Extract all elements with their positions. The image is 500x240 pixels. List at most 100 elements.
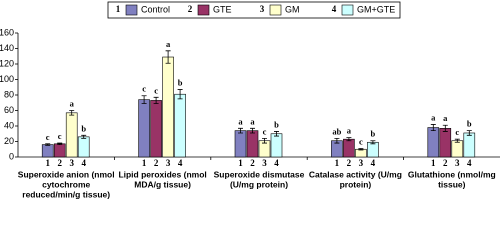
significance-letter: b: [467, 119, 472, 129]
y-tick-label: 160: [0, 27, 14, 37]
significance-letter: a: [250, 116, 255, 126]
bar: [234, 130, 247, 158]
bar-number: 2: [154, 158, 159, 168]
legend-number: 1: [116, 4, 121, 14]
bar: [150, 100, 162, 158]
error-bar: [358, 148, 364, 151]
y-tick-label: 140: [0, 43, 14, 53]
significance-letter: c: [359, 136, 363, 146]
significance-letter: c: [58, 131, 62, 141]
significance-letter: c: [455, 127, 459, 137]
bar-number: 4: [371, 158, 376, 168]
bar-number: 2: [250, 158, 255, 168]
error-bar: [57, 142, 63, 145]
error-bar: [153, 96, 159, 104]
error-bar: [177, 89, 183, 100]
error-bar: [430, 124, 436, 132]
bar: [246, 130, 259, 158]
x-category-label: cytochrome: [42, 179, 90, 189]
bar: [367, 141, 379, 158]
bar-number: 1: [238, 158, 243, 168]
bar-number: 2: [57, 158, 62, 168]
error-bar: [165, 50, 171, 64]
x-category-label: MDA/g tissue): [134, 179, 191, 189]
bar: [270, 133, 283, 158]
legend-swatch: [125, 4, 138, 16]
error-bar: [370, 140, 376, 145]
legend-swatch: [269, 4, 282, 16]
bar: [162, 56, 174, 158]
significance-letter: a: [443, 113, 448, 123]
bar: [138, 99, 150, 158]
legend-swatch: [341, 4, 354, 16]
bar-number: 4: [467, 158, 472, 168]
x-category-label: protein): [340, 179, 372, 189]
x-category-label: reduced/min/g tissue): [22, 189, 110, 199]
error-bar: [69, 110, 75, 116]
bar-number: 3: [69, 158, 74, 168]
legend-number: 4: [332, 4, 337, 14]
error-bar: [466, 130, 472, 136]
bar-number: 3: [166, 158, 171, 168]
bar: [451, 140, 464, 158]
y-tick-label: 20: [4, 136, 14, 146]
significance-letter: c: [142, 84, 146, 94]
significance-letter: c: [46, 132, 50, 142]
error-bar: [346, 137, 352, 142]
significance-letter: a: [166, 39, 171, 49]
error-bar: [274, 131, 279, 137]
bar-number: 4: [274, 158, 279, 168]
error-bar: [334, 138, 340, 144]
bar: [41, 144, 54, 158]
bar: [343, 138, 355, 158]
legend-number: 3: [260, 4, 265, 14]
legend-label: Control: [141, 4, 170, 14]
x-category-label: (U/mg protein): [230, 179, 288, 189]
x-category-label: tissue): [438, 179, 466, 189]
error-bar: [454, 138, 460, 143]
bar-number: 1: [45, 158, 50, 168]
x-category-label: Glutathione (nmol/mg: [408, 169, 496, 179]
bar-number: 3: [359, 158, 364, 168]
bar: [427, 127, 440, 158]
legend-label: GM+GTE: [357, 4, 395, 14]
bar-number: 2: [347, 158, 352, 168]
x-category-label: Superoxide dismutase: [214, 169, 305, 179]
error-bar: [442, 124, 448, 132]
legend-label: GTE: [213, 4, 232, 14]
x-category-label: Superoxide anion (nmol: [18, 169, 115, 179]
y-tick-label: 40: [4, 120, 14, 130]
bar: [53, 143, 66, 158]
significance-letter: b: [81, 123, 86, 133]
significance-letter: b: [178, 78, 183, 88]
bar: [439, 128, 452, 158]
significance-letter: ab: [332, 126, 341, 136]
y-tick-label: 120: [0, 58, 14, 68]
legend-box: [107, 1, 401, 19]
significance-letter: a: [347, 126, 352, 136]
x-category-label: Catalase activity (U/mg: [309, 169, 402, 179]
bar-number: 1: [335, 158, 340, 168]
bar: [463, 132, 476, 158]
error-bar: [250, 127, 255, 134]
y-tick-label: 0: [9, 151, 14, 161]
bar-number: 3: [455, 158, 460, 168]
significance-letter: c: [263, 126, 267, 136]
chart: 0 20 40 60 80 100 120 140 160 1 Control 2 GTE 3 GM 4 GM+…: [0, 1, 500, 199]
bar-number: 4: [81, 158, 86, 168]
error-bar: [141, 95, 147, 104]
significance-letter: c: [154, 85, 158, 95]
x-category-label: Lipid peroxides (nmol: [118, 169, 206, 179]
y-tick-label: 80: [4, 89, 14, 99]
significance-letter: a: [70, 98, 75, 108]
bar: [77, 136, 90, 158]
bar-number: 3: [262, 158, 267, 168]
legend-swatch: [197, 4, 210, 16]
legend-label: GM: [285, 4, 300, 14]
error-bar: [45, 143, 51, 146]
significance-letter: a: [431, 112, 436, 122]
error-bar: [81, 134, 87, 139]
y-tick-label: 60: [4, 105, 14, 115]
significance-letter: a: [238, 116, 243, 126]
error-bar: [262, 138, 267, 144]
